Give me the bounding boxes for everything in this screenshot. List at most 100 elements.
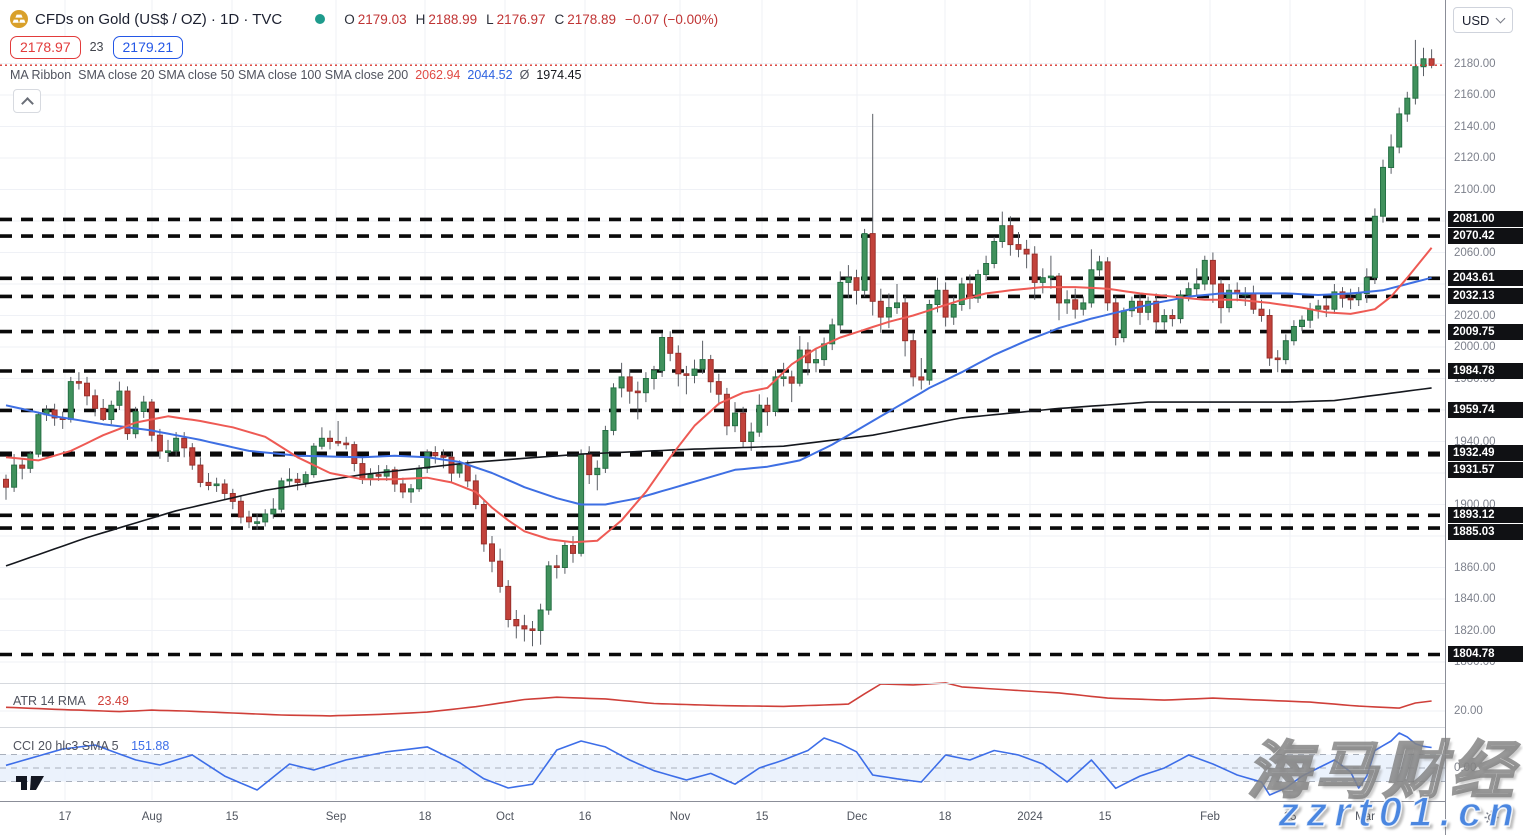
candle-body xyxy=(100,407,107,420)
candle-body xyxy=(262,513,269,523)
cci-value: 151.88 xyxy=(131,739,170,753)
time-axis-label: Sep xyxy=(325,811,347,823)
time-axis-label: Dec xyxy=(846,811,868,823)
candle-body xyxy=(667,337,674,354)
candle-body xyxy=(1080,302,1087,310)
time-axis-label: 16 xyxy=(578,811,592,823)
candle-body xyxy=(124,390,131,435)
candle-body xyxy=(1104,261,1111,304)
time-axis-label: Oct xyxy=(496,811,514,823)
candle-body xyxy=(1412,66,1419,99)
candle-body xyxy=(950,304,957,318)
candle-body xyxy=(772,376,779,412)
price-axis[interactable]: USD 2180.00 2160.00 2140.00 2120.00 2100.00 2… xyxy=(1445,0,1523,835)
sma200-line xyxy=(5,387,1432,567)
quote-bar: 2178.97 23 2179.21 xyxy=(10,35,184,59)
candle-body xyxy=(699,359,706,370)
candle-body xyxy=(853,277,860,291)
cci-band xyxy=(0,754,1445,782)
candle-body xyxy=(1145,300,1152,313)
key-level-label: 1984.78 xyxy=(1448,362,1523,379)
key-level-label: 2009.75 xyxy=(1448,323,1523,340)
gold-coin-icon xyxy=(10,10,28,28)
candle-body xyxy=(715,381,722,395)
candle-body xyxy=(1266,315,1273,359)
atr-legend[interactable]: ATR 14 RMA 23.49 xyxy=(13,694,129,708)
candle-body xyxy=(75,381,82,384)
ohlc-values: O 2179.03 H 2188.99 L 2176.97 C 2178.89 −0.0… xyxy=(344,11,719,27)
tradingview-logo-icon[interactable] xyxy=(15,773,45,798)
candle-body xyxy=(1031,253,1038,283)
candle-body xyxy=(1258,308,1265,317)
sma100-placeholder: Ø xyxy=(519,68,530,82)
candle-body xyxy=(1064,299,1071,304)
candle-body xyxy=(537,609,544,631)
candle-body xyxy=(1007,225,1014,246)
candle-body xyxy=(1072,299,1079,310)
candle-body xyxy=(983,263,990,275)
candle-body xyxy=(480,504,487,545)
candle-body xyxy=(84,382,90,397)
candle-body xyxy=(675,352,682,375)
market-status-icon[interactable] xyxy=(315,14,326,24)
currency-dropdown[interactable]: USD xyxy=(1453,7,1513,33)
candle-body xyxy=(975,274,981,299)
cci-line xyxy=(5,732,1432,796)
candle-body xyxy=(1396,113,1403,148)
price-axis-label: 2160.00 xyxy=(1454,89,1496,101)
symbol-legend[interactable]: CFDs on Gold (US$ / OZ) · 1D · TVC O 2179… xyxy=(10,8,718,30)
candle-body xyxy=(553,565,560,569)
candle-body xyxy=(408,488,414,493)
candle-body xyxy=(1428,58,1435,66)
gear-icon[interactable] xyxy=(1483,809,1500,831)
price-axis-label: 2120.00 xyxy=(1454,152,1496,164)
candle-body xyxy=(391,469,398,485)
candle-body xyxy=(92,395,99,409)
candle-body xyxy=(877,300,884,318)
candle-body xyxy=(318,437,325,447)
key-level-label: 1932.49 xyxy=(1448,445,1523,462)
candle-body xyxy=(642,378,649,394)
candle-body xyxy=(1015,244,1022,250)
sma20-value: 2062.94 xyxy=(415,68,461,82)
candle-body xyxy=(740,412,747,443)
time-axis-label: Feb xyxy=(1200,811,1220,823)
candle-body xyxy=(1177,294,1184,320)
candle-body xyxy=(586,453,593,476)
key-level-label: 2070.42 xyxy=(1448,228,1523,245)
sell-button[interactable]: 2178.97 xyxy=(10,35,81,59)
cci-legend[interactable]: CCI 20 hlc3 SMA 5 151.88 xyxy=(13,739,169,753)
candle-body xyxy=(521,625,528,630)
candle-body xyxy=(796,349,803,384)
candle-body xyxy=(1096,261,1103,271)
time-axis[interactable]: 17 Aug 15 Sep 18 Oct 16 Nov 15 Dec 18 2024 15 Feb 15 Ma… xyxy=(0,801,1523,836)
candle-body xyxy=(1023,248,1030,255)
candle-body xyxy=(1380,166,1386,217)
time-axis-label: Mar xyxy=(1355,811,1375,823)
candle-body xyxy=(594,467,601,476)
candle-body xyxy=(335,441,342,444)
chevron-up-icon xyxy=(21,97,34,110)
open-value: 2179.03 xyxy=(357,11,407,27)
candle-body xyxy=(634,390,641,394)
collapse-legend-button[interactable] xyxy=(13,89,41,113)
candle-body xyxy=(691,368,698,376)
buy-button[interactable]: 2179.21 xyxy=(112,35,184,59)
candle-body xyxy=(1388,146,1395,168)
candle-body xyxy=(424,452,431,469)
candle-body xyxy=(343,442,350,446)
candle-body xyxy=(570,545,576,554)
candle-body xyxy=(1420,58,1427,68)
candle-body xyxy=(464,464,471,482)
candle-body xyxy=(1323,305,1330,310)
candle-body xyxy=(545,565,552,611)
ma-ribbon-legend[interactable]: MA Ribbon SMA close 20 SMA close 50 SMA … xyxy=(10,67,582,83)
candle-body xyxy=(505,585,512,621)
sma50-line xyxy=(5,276,1432,506)
time-axis-label: 2024 xyxy=(1017,811,1043,823)
candle-body xyxy=(885,307,892,318)
candle-body xyxy=(1218,283,1224,309)
candle-body xyxy=(181,437,188,449)
time-axis-label: 15 xyxy=(1098,811,1112,823)
